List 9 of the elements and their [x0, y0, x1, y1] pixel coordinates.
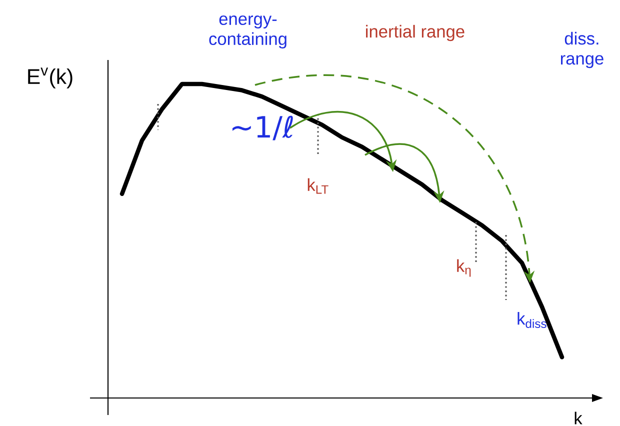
x-axis-title: k	[574, 412, 582, 424]
y-axis-title: E$^{v}$(k)	[28, 68, 72, 88]
text: inertial range	[366, 24, 464, 42]
annotation: k$_{diss}$	[518, 312, 546, 328]
text: diss. range	[560, 32, 604, 68]
annotation: k$_{η}$	[457, 259, 471, 277]
annotation: k$_{LT}$	[308, 178, 328, 194]
annotation: ~1/ℓ	[232, 116, 293, 140]
text: energy-containing	[209, 16, 286, 48]
